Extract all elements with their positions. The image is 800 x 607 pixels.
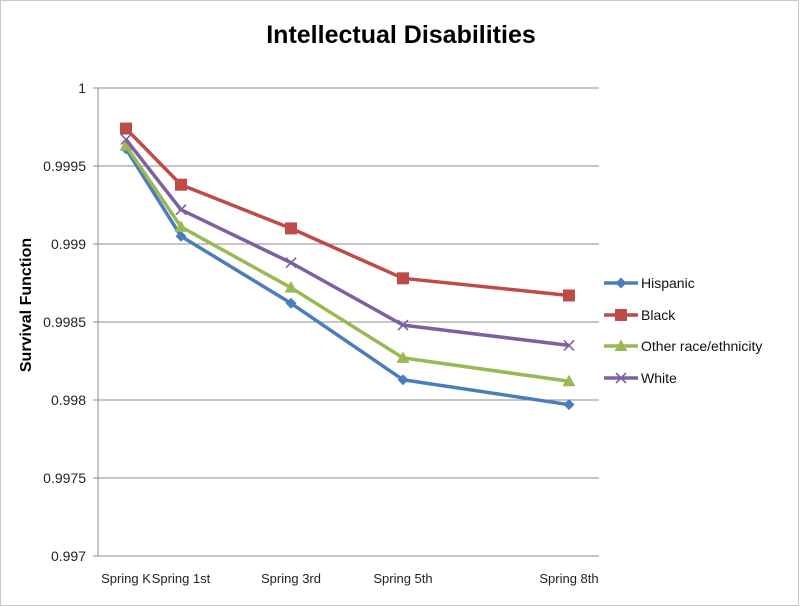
axes (93, 87, 599, 557)
triangle-marker (119, 139, 133, 151)
x-tick-label: Spring K (101, 571, 151, 586)
x-marker (397, 319, 409, 331)
x-tick-label: Spring 1st (152, 571, 211, 586)
square-marker (615, 309, 627, 321)
y-tick-label: 1 (78, 80, 86, 96)
legend-label: Other race/ethnicity (641, 338, 762, 354)
square-marker (120, 122, 132, 135)
series-lines (119, 122, 576, 411)
x-marker (615, 372, 627, 384)
y-tick-label: 0.998 (51, 392, 86, 408)
legend-label: White (641, 370, 677, 386)
y-tick-label: 0.9995 (43, 158, 86, 174)
legend-label: Hispanic (641, 275, 695, 291)
series-line (124, 144, 570, 384)
x-marker (175, 204, 187, 216)
x-marker-stroke (120, 133, 132, 146)
x-marker-stroke (615, 372, 627, 384)
series-line (124, 147, 570, 407)
series-black (120, 122, 575, 302)
x-marker-stroke (285, 257, 297, 269)
legend-item: Other race/ethnicity (604, 338, 762, 354)
triangle-marker (562, 374, 576, 387)
diamond-marker (175, 230, 187, 242)
triangle-marker (284, 281, 298, 293)
diamond-marker (615, 277, 627, 289)
diamond-marker (563, 399, 575, 411)
triangle-marker (614, 339, 628, 351)
legend: Hispanic Black Other race/ethnicity White (604, 275, 762, 386)
square-marker (285, 222, 297, 235)
series-line (124, 127, 570, 298)
legend-item: White (604, 370, 677, 386)
legend-item: Hispanic (604, 275, 695, 291)
y-axis-label: Survival Function (18, 238, 35, 372)
x-marker (120, 133, 132, 146)
x-tick-label: Spring 3rd (261, 571, 321, 586)
y-tick-labels: 0.997 0.9975 0.998 0.9985 0.999 0.9995 1 (43, 80, 86, 564)
series-other-race-ethnicity (119, 139, 576, 387)
x-marker (563, 339, 575, 351)
x-marker-stroke (175, 204, 187, 216)
chart-title: Intellectual Disabilities (266, 21, 536, 49)
legend-label: Black (641, 307, 676, 323)
square-marker (563, 289, 575, 302)
grid-lines (98, 87, 599, 479)
x-tick-label: Spring 5th (373, 571, 432, 586)
y-tick-label: 0.997 (51, 548, 86, 564)
series-white (120, 133, 575, 351)
square-marker (397, 272, 409, 285)
y-tick-label: 0.999 (51, 236, 86, 252)
triangle-marker (174, 220, 188, 232)
x-marker (285, 257, 297, 269)
y-tick-label: 0.9985 (43, 314, 86, 330)
x-tick-label: Spring 8th (539, 571, 598, 586)
series-hispanic (120, 143, 575, 411)
diamond-marker (285, 297, 297, 309)
triangle-marker (396, 351, 410, 363)
x-tick-labels: Spring K Spring 1st Spring 3rd Spring 5th Sp… (101, 571, 599, 586)
square-marker (175, 178, 187, 191)
diamond-marker (397, 374, 409, 386)
y-tick-label: 0.9975 (43, 470, 86, 486)
legend-item: Black (604, 307, 676, 323)
x-marker-stroke (397, 319, 409, 331)
x-marker-stroke (563, 339, 575, 351)
